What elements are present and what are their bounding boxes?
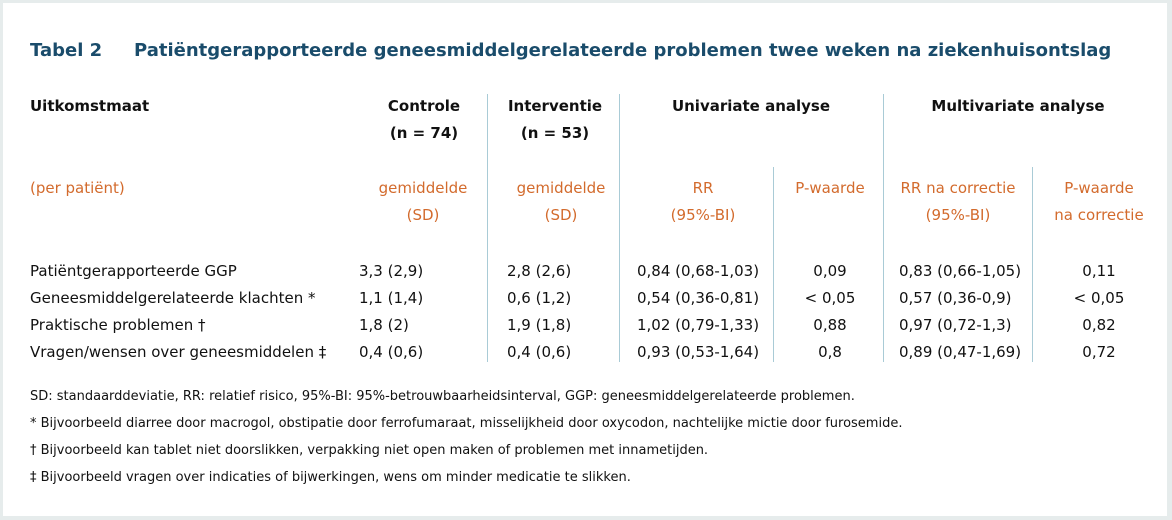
cell-p: 0,8	[818, 343, 842, 361]
cell-rr: 0,93 (0,53-1,64)	[637, 343, 760, 361]
divider-intervention-univariate	[619, 94, 620, 362]
table-row: Geneesmiddelgerelateerde klachten * 1,1 …	[3, 285, 1167, 312]
cell-outcome: Geneesmiddelgerelateerde klachten *	[30, 289, 316, 307]
cell-rr: 1,02 (0,79-1,33)	[637, 316, 760, 334]
divider-univariate-inner	[773, 167, 774, 362]
cell-p-adj: < 0,05	[1073, 289, 1125, 307]
cell-control: 1,1 (1,4)	[359, 289, 424, 307]
header-control: Controle	[387, 97, 461, 115]
divider-control-intervention	[487, 94, 488, 362]
cell-rr-adj: 0,83 (0,66-1,05)	[899, 262, 1022, 280]
cell-intervention: 0,6 (1,2)	[507, 289, 572, 307]
subheader-p-adj-2: na correctie	[1054, 206, 1144, 224]
footnote-complaints: * Bijvoorbeeld diarree door macrogol, ob…	[30, 416, 903, 431]
cell-p-adj: 0,11	[1082, 262, 1116, 280]
cell-rr-adj: 0,57 (0,36-0,9)	[899, 289, 1012, 307]
cell-p: 0,88	[813, 316, 847, 334]
table-label: Tabel 2	[30, 40, 103, 61]
subheader-control-sd: (SD)	[406, 206, 440, 224]
subheader-p: P-waarde	[795, 179, 865, 197]
subheader-per-patient: (per patiënt)	[30, 179, 125, 197]
cell-rr-adj: 0,89 (0,47-1,69)	[899, 343, 1022, 361]
footnote-questions: ‡ Bijvoorbeeld vragen over indicaties of…	[30, 470, 631, 485]
cell-rr: 0,54 (0,36-0,81)	[637, 289, 760, 307]
cell-outcome: Patiëntgerapporteerde GGP	[30, 262, 237, 280]
header-multivariate: Multivariate analyse	[931, 97, 1105, 115]
cell-intervention: 0,4 (0,6)	[507, 343, 572, 361]
cell-outcome: Praktische problemen †	[30, 316, 206, 334]
cell-p-adj: 0,82	[1082, 316, 1116, 334]
header-control-n: (n = 74)	[389, 124, 459, 142]
cell-control: 3,3 (2,9)	[359, 262, 424, 280]
cell-intervention: 2,8 (2,6)	[507, 262, 572, 280]
divider-multivariate-inner	[1032, 167, 1033, 362]
cell-p: 0,09	[813, 262, 847, 280]
cell-intervention: 1,9 (1,8)	[507, 316, 572, 334]
table-row: Praktische problemen † 1,8 (2) 1,9 (1,8)…	[3, 312, 1167, 339]
footnote-abbreviations: SD: standaarddeviatie, RR: relatief risi…	[30, 389, 855, 404]
cell-rr: 0,84 (0,68-1,03)	[637, 262, 760, 280]
cell-control: 1,8 (2)	[359, 316, 409, 334]
subheader-rr-adj: RR na correctie	[900, 179, 1016, 197]
subheader-intervention-mean: gemiddelde	[516, 179, 606, 197]
header-intervention-n: (n = 53)	[520, 124, 590, 142]
subheader-control-mean: gemiddelde	[378, 179, 468, 197]
divider-univariate-multivariate	[883, 94, 884, 362]
header-intervention: Interventie	[507, 97, 603, 115]
table-title: Patiëntgerapporteerde geneesmiddelgerela…	[134, 40, 1112, 61]
subheader-p-adj: P-waarde	[1064, 179, 1134, 197]
footnote-practical: † Bijvoorbeeld kan tablet niet doorslikk…	[30, 443, 709, 458]
subheader-rr-adj-ci: (95%-BI)	[925, 206, 991, 224]
subheader-intervention-sd: (SD)	[544, 206, 578, 224]
table-row: Patiëntgerapporteerde GGP 3,3 (2,9) 2,8 …	[3, 258, 1167, 285]
header-univariate: Univariate analyse	[671, 97, 831, 115]
table-row: Vragen/wensen over geneesmiddelen ‡ 0,4 …	[3, 339, 1167, 366]
cell-p: < 0,05	[804, 289, 856, 307]
cell-control: 0,4 (0,6)	[359, 343, 424, 361]
subheader-rr-ci: (95%-BI)	[670, 206, 736, 224]
subheader-rr: RR	[692, 179, 714, 197]
header-outcome: Uitkomstmaat	[30, 97, 150, 115]
table-figure: Tabel 2 Patiëntgerapporteerde geneesmidd…	[3, 3, 1167, 516]
cell-outcome: Vragen/wensen over geneesmiddelen ‡	[30, 343, 327, 361]
cell-rr-adj: 0,97 (0,72-1,3)	[899, 316, 1012, 334]
table-body: Patiëntgerapporteerde GGP 3,3 (2,9) 2,8 …	[3, 258, 1167, 366]
cell-p-adj: 0,72	[1082, 343, 1116, 361]
